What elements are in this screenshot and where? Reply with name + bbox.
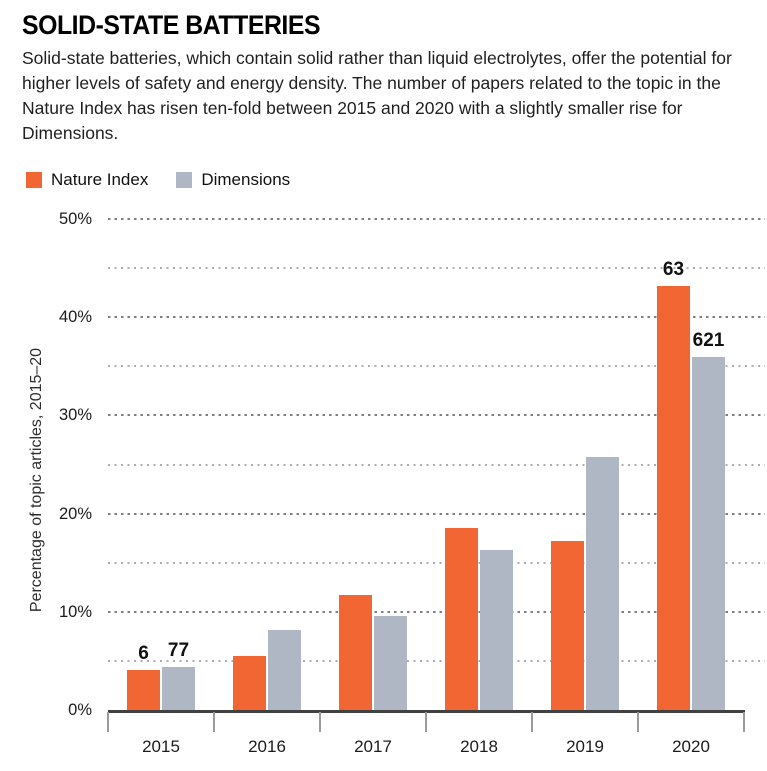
x-axis-tick-5 (637, 712, 639, 732)
bar-group-2015: 6 77 (108, 219, 214, 710)
legend-swatch-dimensions (176, 172, 193, 188)
bar-nature-index-2015: 6 (127, 643, 160, 710)
bar-dimensions-2020: 621 (692, 330, 725, 710)
bar-nature-index-2020: 63 (657, 259, 690, 710)
gridline-5pct (108, 659, 765, 662)
x-tick-label-2018: 2018 (460, 737, 498, 756)
x-axis-line (108, 710, 745, 713)
gridline-20pct (108, 512, 765, 515)
bar-dimensions-2019 (586, 456, 619, 710)
chart-description: Solid-state batteries, which contain sol… (22, 48, 732, 143)
bar-nature-index-2018 (445, 528, 478, 710)
gridline-30pct (108, 414, 765, 417)
x-axis-tick-2 (319, 712, 321, 732)
bar-group-2018 (426, 219, 532, 710)
bar-dimensions-2015: 77 (162, 640, 195, 710)
bar-group-2017 (320, 219, 426, 710)
x-tick-label-2015: 2015 (142, 737, 180, 756)
x-tick-label-2017: 2017 (354, 737, 392, 756)
x-tick-label-2019: 2019 (566, 737, 604, 756)
y-tick-label-10: 10% (58, 602, 92, 621)
legend-item-dimensions: Dimensions (176, 170, 290, 190)
plot-area: 6 77 63 621 (108, 218, 765, 710)
x-axis-tick-0 (107, 712, 109, 732)
legend-item-nature-index: Nature Index (26, 170, 148, 190)
gridline-50pct (108, 218, 765, 220)
gridline-35pct (108, 365, 765, 368)
bar-nature-index-2019 (551, 541, 584, 710)
x-axis-tick-6 (743, 712, 745, 732)
bar-nature-index-2016 (233, 656, 266, 710)
bar-value-label-nature-index-2015: 6 (138, 642, 149, 664)
x-tick-label-2020: 2020 (672, 737, 710, 756)
gridline-10pct (108, 610, 765, 613)
y-tick-label-30: 30% (58, 406, 92, 425)
y-axis-title: Percentage of topic articles, 2015–20 (28, 347, 45, 613)
gridline-45pct (108, 267, 765, 270)
bar-nature-index-2017 (339, 595, 372, 710)
y-tick-label-40: 40% (58, 308, 92, 327)
x-axis-tick-4 (531, 712, 533, 732)
bar-dimensions-2017 (374, 615, 407, 710)
bar-group-2016 (214, 219, 320, 710)
y-tick-label-20: 20% (58, 504, 92, 523)
legend: Nature Index Dimensions (26, 170, 290, 190)
x-axis-tick-3 (425, 712, 427, 732)
bar-value-label-nature-index-2020: 63 (662, 258, 685, 280)
x-axis-tick-1 (213, 712, 215, 732)
gridline-40pct (108, 316, 765, 319)
y-tick-label-0: 0% (68, 701, 92, 719)
bar-dimensions-2016 (268, 630, 301, 710)
y-tick-label-50: 50% (58, 210, 92, 228)
legend-label-dimensions: Dimensions (201, 170, 291, 189)
legend-swatch-nature-index (26, 172, 42, 188)
bar-value-label-dimensions-2015: 77 (167, 639, 190, 661)
chart-title: SOLID-STATE BATTERIES (22, 10, 321, 40)
legend-label-nature-index: Nature Index (51, 170, 149, 189)
bar-group-2019 (532, 219, 638, 710)
gridline-25pct (108, 463, 765, 466)
gridline-15pct (108, 561, 765, 564)
x-tick-label-2016: 2016 (248, 737, 286, 756)
bar-group-2020: 63 621 (638, 219, 744, 710)
bar-value-label-dimensions-2020: 621 (692, 330, 725, 352)
bar-dimensions-2018 (480, 549, 513, 710)
